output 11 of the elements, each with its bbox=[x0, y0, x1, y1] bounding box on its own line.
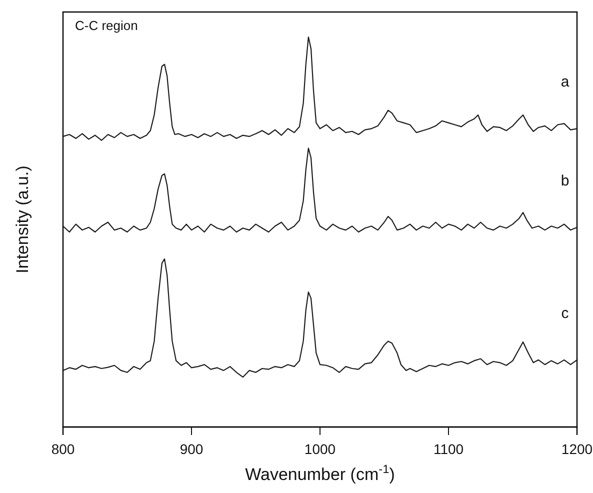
x-axis-title: Wavenumber (cm$^{-1}$) bbox=[245, 462, 395, 484]
text: b bbox=[560, 172, 570, 190]
x-tick-label: 1000 bbox=[304, 440, 336, 457]
text: a bbox=[560, 74, 570, 91]
x-tick-label: 1200 bbox=[561, 440, 593, 457]
x-tick-label: 900 bbox=[180, 440, 204, 457]
y-axis-title: Intensity (a.u.) bbox=[13, 166, 32, 274]
x-tick-label: 800 bbox=[51, 440, 75, 457]
text: C-C region bbox=[75, 18, 138, 33]
text: c bbox=[561, 304, 570, 322]
x-tick-label: 1100 bbox=[433, 440, 464, 457]
